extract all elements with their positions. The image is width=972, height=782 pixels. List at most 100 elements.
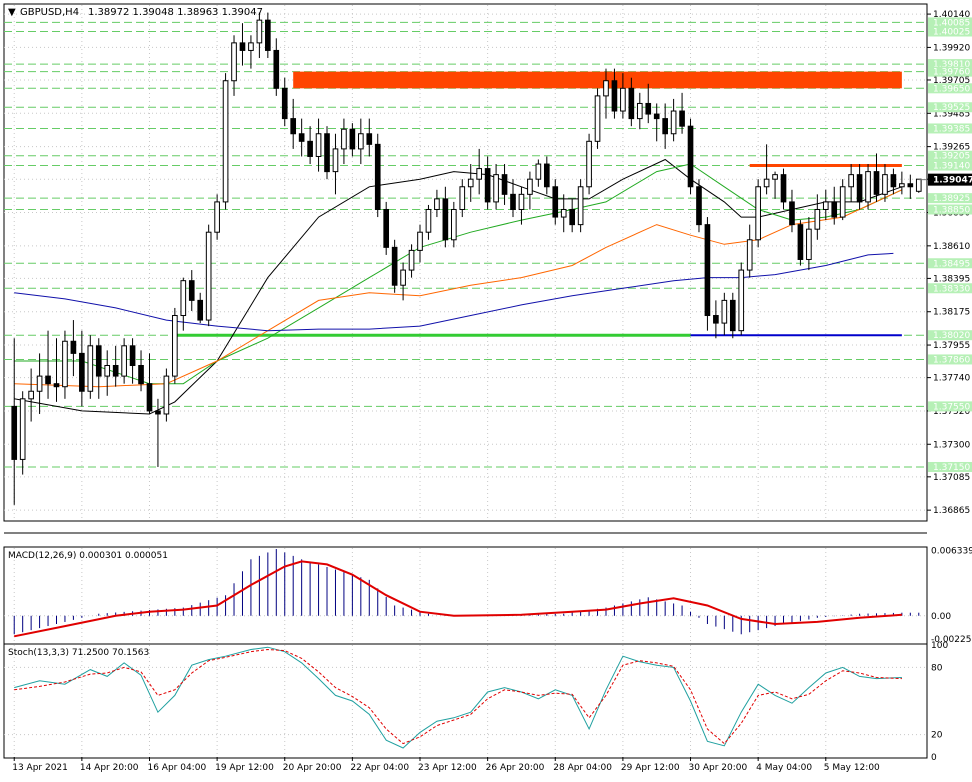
macd-signal-line (14, 560, 902, 638)
candles (11, 12, 922, 505)
time-axis: 13 Apr 2021 14 Apr 20:00 16 Apr 04:00 19 Ap… (12, 757, 880, 773)
level-label: 1.39385 (933, 124, 970, 134)
candle (704, 217, 711, 331)
candle (273, 38, 280, 96)
candle-body (332, 148, 339, 173)
moving-average-ma_fast (14, 158, 903, 415)
candle (265, 12, 271, 59)
candle-body (696, 186, 702, 226)
candle-body (273, 49, 280, 89)
candle-body (231, 42, 237, 82)
price-tick-label: 1.39920 (933, 43, 970, 53)
level-label: 1.37150 (933, 463, 970, 473)
candle-body (577, 186, 584, 226)
candle-body (324, 133, 330, 173)
candle-body (281, 87, 288, 120)
candle (518, 186, 525, 225)
candle-body (603, 80, 609, 97)
candle (865, 164, 871, 210)
candle-body (180, 280, 187, 317)
candle (138, 350, 144, 392)
candle (899, 171, 905, 195)
stoch-label: Stoch(13,3,3) 71.2500 70.1563 (8, 648, 149, 658)
candle-body (366, 133, 373, 145)
candle (620, 73, 626, 119)
candle (434, 189, 440, 218)
candle (450, 201, 457, 248)
time-tick-label: 22 Apr 04:00 (350, 763, 409, 773)
candle (172, 307, 178, 384)
candle-body (434, 198, 440, 210)
candle (324, 126, 330, 180)
time-tick-label: 30 Apr 20:00 (689, 763, 748, 773)
stoch-tick-label: 0 (931, 753, 937, 763)
candle (890, 168, 897, 195)
candle (298, 118, 305, 157)
candle-body (239, 42, 246, 51)
candle-body (476, 168, 483, 180)
candle-body (839, 186, 846, 218)
stoch-tick-label: 100 (931, 641, 948, 651)
price-tick-label: 1.39705 (933, 76, 970, 86)
candle (687, 118, 694, 195)
candle-body (814, 208, 821, 230)
candle (569, 198, 575, 233)
candle (510, 179, 516, 218)
candle (848, 164, 854, 202)
candle-body (391, 246, 398, 286)
stoch-axis: 100 80 20 0 (931, 641, 948, 763)
candle (746, 224, 753, 278)
candle-body (188, 280, 195, 301)
price-tick-label: 1.37300 (933, 440, 970, 450)
candle-body (425, 208, 432, 233)
level-label-bg (928, 150, 972, 161)
candle (527, 171, 533, 210)
candle (476, 148, 483, 195)
level-label: 1.40085 (933, 18, 970, 28)
candle-body (527, 178, 533, 195)
macd-label: MACD(12,26,9) 0.000301 0.000051 (8, 551, 168, 561)
candle-body (856, 174, 863, 203)
level-label: 1.38850 (933, 205, 970, 215)
candle (163, 368, 170, 422)
candle (577, 179, 584, 233)
candle (780, 168, 787, 210)
price-tick-label: 1.38175 (933, 308, 970, 318)
candle (28, 368, 34, 422)
candle-body (594, 95, 601, 142)
time-tick-label: 4 May 04:00 (756, 763, 812, 773)
time-tick-label: 29 Apr 12:00 (621, 763, 680, 773)
candle (104, 350, 111, 396)
candle-body (459, 186, 466, 210)
candle-body (662, 118, 668, 135)
candle-body (501, 174, 508, 195)
candle-body (679, 110, 685, 127)
candle-body (510, 193, 516, 210)
candle-body (197, 299, 204, 321)
candle (281, 77, 288, 127)
candle-body (450, 208, 457, 241)
candle-body (383, 208, 390, 248)
level-label: 1.40025 (933, 28, 970, 38)
candle (645, 83, 652, 124)
candle (62, 330, 68, 399)
candle-body (11, 405, 18, 460)
candle (129, 338, 136, 384)
candle (459, 179, 466, 218)
candle-body (560, 208, 567, 218)
candle (831, 186, 838, 225)
level-label: 1.37860 (933, 355, 970, 365)
candle (543, 156, 550, 195)
candle (391, 239, 398, 293)
candle (586, 133, 592, 195)
candle-body (256, 19, 263, 44)
level-label: 1.38925 (933, 194, 970, 204)
candle-body (848, 174, 854, 188)
candle (400, 262, 406, 301)
candle-body (543, 163, 550, 188)
candle-body (349, 128, 356, 150)
candle (341, 118, 347, 165)
candle (239, 23, 246, 66)
candle-body (19, 398, 26, 460)
